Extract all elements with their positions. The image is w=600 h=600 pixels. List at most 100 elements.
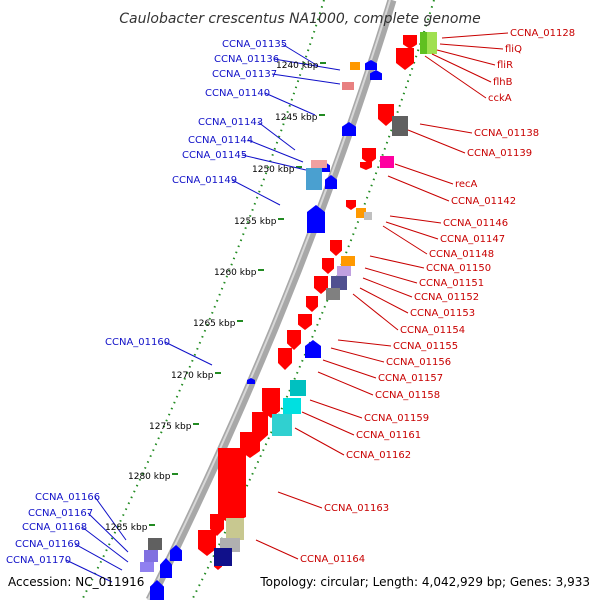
left-gene-label: CCNA_01170	[6, 555, 71, 566]
gene-arrow	[198, 530, 216, 556]
scale-tick-mark	[149, 524, 155, 526]
scale-label: 1270 kbp	[171, 371, 214, 381]
gene-arrow	[278, 348, 292, 370]
right-gene-label: CCNA_01157	[378, 373, 443, 384]
right-leader-line	[389, 215, 442, 224]
right-gene-label: flhB	[493, 77, 513, 88]
right-gene-label: CCNA_01148	[429, 249, 494, 260]
gene-arrow	[150, 580, 164, 600]
right-leader-line	[394, 163, 454, 185]
gene-arrow	[218, 448, 246, 524]
right-leader-line	[436, 49, 496, 66]
right-gene-label: fliR	[497, 60, 513, 71]
right-leader-line	[431, 53, 492, 83]
left-leader-line	[231, 179, 281, 206]
right-gene-label: CCNA_01139	[467, 148, 532, 159]
gene-block	[283, 398, 301, 414]
scale-label: 1280 kbp	[128, 472, 171, 482]
left-gene-label: CCNA_01145	[182, 150, 247, 161]
scale-label: 1285 kbp	[105, 523, 148, 533]
scale-label: 1255 kbp	[234, 217, 277, 227]
scale-tick-mark	[296, 166, 302, 168]
right-gene-label: CCNA_01155	[393, 341, 458, 352]
right-leader-line	[309, 399, 363, 419]
gene-block	[337, 266, 351, 276]
right-gene-label: CCNA_01159	[364, 413, 429, 424]
left-gene-label: CCNA_01169	[15, 539, 80, 550]
gene-arrow	[378, 104, 394, 126]
gene-block	[148, 538, 162, 550]
gene-arrow	[307, 205, 325, 233]
right-gene-label: CCNA_01158	[375, 390, 440, 401]
gene-arrow	[346, 200, 356, 210]
right-gene-label: CCNA_01142	[451, 196, 516, 207]
gene-block	[214, 548, 232, 566]
right-leader-line	[439, 43, 504, 50]
right-gene-label: recA	[455, 179, 478, 190]
backbone-band	[145, 0, 397, 600]
left-leader-line	[65, 559, 113, 583]
gene-arrow	[306, 296, 318, 312]
gene-arrow	[360, 162, 372, 170]
right-gene-label: cckA	[488, 93, 512, 104]
gene-block	[364, 212, 372, 220]
left-leader-line	[247, 139, 304, 163]
left-leader-line	[164, 341, 213, 366]
scale-label: 1265 kbp	[193, 319, 236, 329]
gene-arrow	[342, 122, 356, 136]
left-leader-line	[281, 43, 319, 67]
gene-block	[356, 208, 366, 218]
left-leader-line	[271, 73, 341, 85]
gene-block	[306, 168, 322, 190]
right-gene-label: CCNA_01138	[474, 128, 539, 139]
gene-arrow	[362, 148, 376, 164]
right-leader-line	[255, 539, 299, 560]
right-leader-line	[364, 267, 418, 284]
right-leader-line	[359, 287, 409, 314]
scale-tick-mark	[320, 62, 326, 64]
left-gene-label: CCNA_01137	[212, 69, 277, 80]
scale-label: 1260 kbp	[214, 268, 257, 278]
gene-block	[326, 288, 340, 300]
left-leader-line	[94, 496, 127, 541]
left-gene-label: CCNA_01144	[188, 135, 253, 146]
right-leader-line	[322, 359, 377, 379]
right-gene-label: CCNA_01147	[440, 234, 505, 245]
gene-arrow	[305, 340, 321, 358]
scale-label: 1240 kbp	[276, 61, 319, 71]
left-gene-label: CCNA_01136	[214, 54, 279, 65]
outer-dotted-track	[81, 0, 325, 600]
right-gene-label: CCNA_01150	[426, 263, 491, 274]
right-gene-label: CCNA_01153	[410, 308, 475, 319]
gene-block	[380, 156, 394, 168]
scale-label: 1275 kbp	[149, 422, 192, 432]
gene-block	[272, 414, 292, 436]
gene-arrow	[287, 330, 301, 350]
backbone-highlight	[147, 0, 391, 600]
gene-block	[427, 32, 437, 54]
gene-arrow	[403, 35, 417, 49]
right-leader-line	[382, 225, 428, 255]
gene-arrow	[262, 388, 280, 418]
right-gene-label: CCNA_01156	[386, 357, 451, 368]
genome-summary-text: Topology: circular; Length: 4,042,929 bp…	[259, 575, 590, 589]
scale-label: 1245 kbp	[275, 113, 318, 123]
right-gene-label: CCNA_01163	[324, 503, 389, 514]
scale-tick-mark	[237, 320, 243, 322]
right-gene-label: fliQ	[505, 44, 522, 55]
left-leader-line	[74, 543, 123, 571]
scale-tick-mark	[319, 114, 325, 116]
right-leader-line	[407, 129, 466, 154]
gene-arrow	[370, 70, 382, 80]
scale-tick-mark	[258, 269, 264, 271]
right-leader-line	[337, 339, 392, 347]
gene-block	[331, 276, 347, 290]
gene-block	[311, 160, 327, 168]
gene-arrow	[160, 558, 172, 578]
left-leader-line	[273, 58, 341, 71]
gene-block	[290, 380, 306, 396]
left-gene-label: CCNA_01135	[222, 39, 287, 50]
right-leader-line	[385, 221, 439, 240]
gene-block	[392, 116, 408, 136]
